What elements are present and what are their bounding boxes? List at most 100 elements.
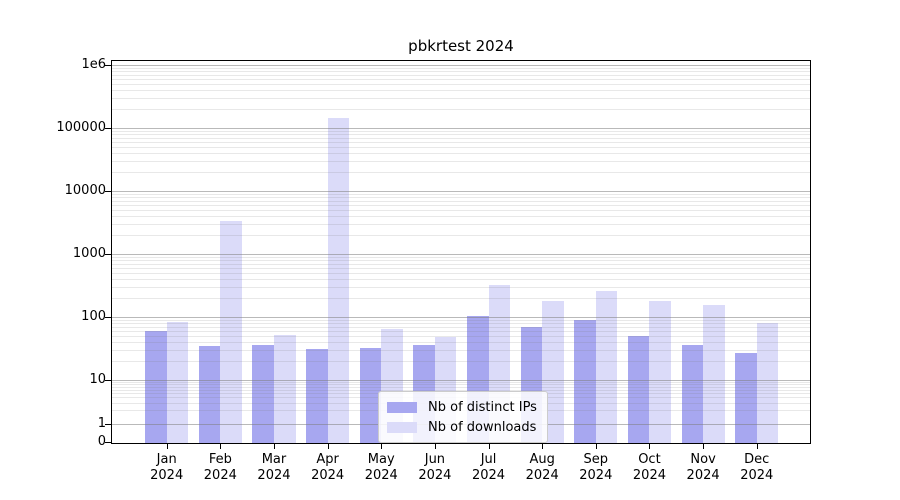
minor-gridline: [112, 71, 810, 73]
legend-swatch-icon: [387, 401, 417, 413]
minor-gridline: [112, 267, 810, 269]
minor-gridline: [112, 67, 810, 69]
y-tick-mark: [105, 254, 111, 255]
x-tick-mark: [542, 444, 544, 449]
bar-sep-downloads: [595, 290, 618, 443]
minor-gridline: [112, 90, 810, 92]
x-tick-label-oct: Oct 2024: [632, 452, 666, 483]
x-tick-label-apr: Apr 2024: [311, 452, 345, 483]
y-tick-label-10000: 10000: [64, 183, 106, 198]
bar-jan-distinct-ips: [145, 330, 167, 443]
minor-gridline: [112, 298, 810, 300]
legend-entry-distinct-ips: Nb of distinct IPs: [387, 397, 539, 417]
y-tick-mark: [105, 380, 111, 381]
minor-gridline: [112, 260, 810, 262]
x-tick-label-dec: Dec 2024: [740, 452, 774, 483]
x-tick-mark: [381, 444, 383, 449]
minor-gridline: [112, 223, 810, 225]
x-tick-mark: [166, 444, 168, 449]
legend-swatch-icon: [387, 421, 417, 433]
x-tick-label-mar: Mar 2024: [257, 452, 291, 483]
x-tick-label-jan: Jan 2024: [150, 452, 184, 483]
minor-gridline: [112, 381, 810, 383]
y-tick-label-10: 10: [89, 372, 106, 387]
minor-gridline: [112, 193, 810, 195]
minor-gridline: [112, 386, 810, 388]
major-gridline: [112, 191, 810, 192]
minor-gridline: [112, 384, 810, 386]
bar-sep-distinct-ips: [574, 319, 596, 443]
minor-gridline: [112, 130, 810, 132]
bar-mar-distinct-ips: [252, 344, 274, 443]
bar-apr-downloads: [327, 117, 350, 443]
major-gridline: [112, 254, 810, 255]
minor-gridline: [112, 361, 810, 363]
y-tick-label-0: 0: [97, 434, 106, 449]
x-tick-mark: [273, 444, 275, 449]
legend-entry-downloads: Nb of downloads: [387, 417, 539, 437]
minor-gridline: [112, 204, 810, 206]
x-tick-mark: [220, 444, 222, 449]
bar-may-distinct-ips: [359, 348, 382, 443]
minor-gridline: [112, 272, 810, 274]
x-tick-mark: [488, 444, 490, 449]
bar-jan-downloads: [166, 322, 189, 443]
minor-gridline: [112, 172, 810, 174]
bar-oct-downloads: [649, 300, 672, 443]
minor-gridline: [112, 326, 810, 328]
minor-gridline: [112, 146, 810, 148]
minor-gridline: [112, 263, 810, 265]
minor-gridline: [112, 335, 810, 337]
legend: Nb of distinct IPs Nb of downloads: [378, 391, 548, 443]
chart-title: pbkrtest 2024: [408, 37, 514, 55]
minor-gridline: [112, 197, 810, 199]
x-tick-mark: [649, 444, 651, 449]
legend-label: Nb of downloads: [428, 419, 537, 435]
minor-gridline: [112, 389, 810, 391]
minor-gridline: [112, 342, 810, 344]
y-tick-mark: [105, 128, 111, 129]
minor-gridline: [112, 141, 810, 143]
x-tick-mark: [434, 444, 436, 449]
major-gridline: [112, 128, 810, 129]
minor-gridline: [112, 256, 810, 258]
y-tick-label-100: 100: [81, 309, 106, 324]
bar-oct-distinct-ips: [627, 335, 650, 443]
minor-gridline: [112, 279, 810, 281]
bar-nov-distinct-ips: [681, 344, 704, 443]
major-gridline: [112, 65, 810, 66]
minor-gridline: [112, 330, 810, 332]
x-tick-label-nov: Nov 2024: [686, 452, 720, 483]
bar-feb-distinct-ips: [198, 345, 221, 443]
minor-gridline: [112, 83, 810, 85]
minor-gridline: [112, 209, 810, 211]
legend-label: Nb of distinct IPs: [428, 399, 537, 415]
x-tick-label-may: May 2024: [364, 452, 398, 483]
minor-gridline: [112, 153, 810, 155]
major-gridline: [112, 380, 810, 381]
minor-gridline: [112, 160, 810, 162]
minor-gridline: [112, 78, 810, 80]
bar-mar-downloads: [273, 334, 296, 443]
y-tick-mark: [105, 442, 111, 443]
minor-gridline: [112, 97, 810, 99]
x-tick-label-jun: Jun 2024: [418, 452, 452, 483]
x-tick-label-aug: Aug 2024: [525, 452, 559, 483]
minor-gridline: [112, 74, 810, 76]
minor-gridline: [112, 235, 810, 237]
x-tick-label-jul: Jul 2024: [471, 452, 506, 483]
bar-dec-downloads: [756, 323, 779, 443]
y-tick-label-1e6: 1e6: [81, 57, 106, 72]
minor-gridline: [112, 137, 810, 139]
x-tick-mark: [703, 444, 705, 449]
minor-gridline: [112, 319, 810, 321]
minor-gridline: [112, 134, 810, 136]
major-gridline: [112, 317, 810, 318]
y-tick-mark: [105, 65, 111, 66]
x-tick-mark: [595, 444, 597, 449]
minor-gridline: [112, 200, 810, 202]
bar-apr-distinct-ips: [306, 349, 328, 443]
minor-gridline: [112, 286, 810, 288]
bar-dec-distinct-ips: [735, 352, 757, 443]
